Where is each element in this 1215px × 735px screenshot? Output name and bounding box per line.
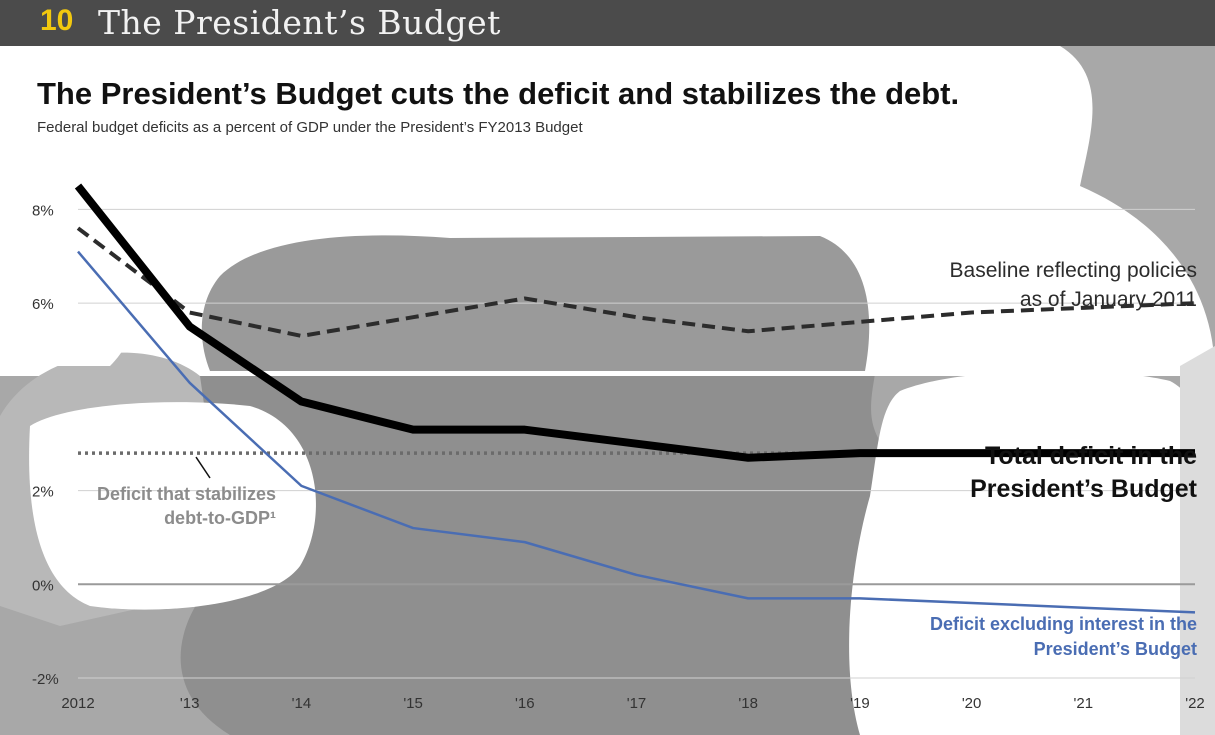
section-number: 10 (40, 4, 74, 37)
x-tick-label: '18 (738, 695, 758, 712)
y-tick-label: 6% (32, 296, 54, 313)
annotation-total-line1: Total deficit in the (984, 442, 1197, 470)
x-tick-label: '16 (515, 695, 535, 712)
y-tick-label: -2% (32, 671, 59, 688)
annotation-pointer-line (195, 456, 211, 479)
white-blob-right (849, 370, 1215, 735)
x-tick-label: '15 (403, 695, 423, 712)
section-header-bar: 10 The President’s Budget (0, 0, 1215, 46)
x-tick-label: '22 (1185, 695, 1205, 712)
x-tick-label: '19 (850, 695, 870, 712)
y-tick-label: 0% (32, 577, 54, 594)
annotation-stabilizes-line2: debt-to-GDP¹ (164, 508, 277, 528)
x-tick-label: '17 (627, 695, 647, 712)
annotation-stabilizes-line1: Deficit that stabilizes (97, 484, 277, 504)
section-title: The President’s Budget (98, 3, 501, 42)
light-ring-right (1180, 346, 1215, 735)
x-tick-label: '13 (180, 695, 200, 712)
white-blob-topleft (0, 229, 141, 366)
annotation-baseline: Baseline reflecting policies as of Janua… (950, 256, 1197, 314)
annotation-baseline-line2: as of January 2011 (1019, 288, 1197, 311)
x-tick-label: '14 (292, 695, 312, 712)
x-tick-label: '21 (1074, 695, 1094, 712)
annotation-stabilizes: Deficit that stabilizes debt-to-GDP¹ (97, 482, 276, 530)
y-tick-label: 2% (32, 484, 54, 501)
y-tick-label: 8% (32, 202, 54, 219)
annotation-total-line2: President’s Budget (970, 475, 1197, 503)
annotation-excluding: Deficit excluding interest in the Presid… (930, 612, 1197, 662)
x-tick-label: '20 (962, 695, 982, 712)
annotation-total: Total deficit in the President’s Budget (970, 440, 1197, 506)
annotation-baseline-line1: Baseline reflecting policies (949, 259, 1197, 282)
annotation-excluding-line2: President’s Budget (1033, 639, 1197, 659)
series-line-dashed (76, 226, 1196, 338)
chart-title: The President’s Budget cuts the deficit … (37, 76, 960, 111)
chart-subtitle: Federal budget deficits as a percent of … (37, 119, 583, 136)
x-tick-label: 2012 (61, 695, 94, 712)
annotation-excluding-line1: Deficit excluding interest in the (929, 614, 1197, 634)
series-line-bold (74, 183, 1195, 462)
